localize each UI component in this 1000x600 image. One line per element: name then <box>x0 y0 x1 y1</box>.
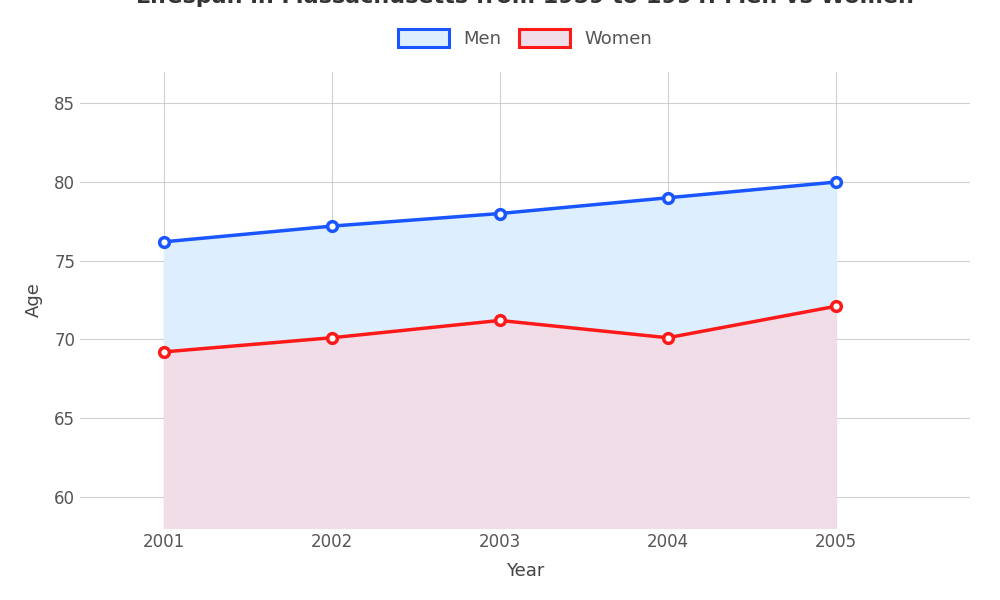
X-axis label: Year: Year <box>506 562 544 580</box>
Y-axis label: Age: Age <box>25 283 43 317</box>
Legend: Men, Women: Men, Women <box>391 22 659 56</box>
Title: Lifespan in Massachusetts from 1959 to 1994: Men vs Women: Lifespan in Massachusetts from 1959 to 1… <box>136 0 914 7</box>
